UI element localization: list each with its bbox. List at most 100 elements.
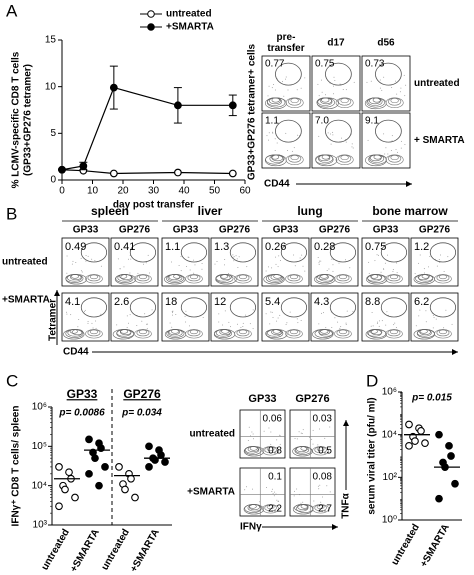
event-dot <box>249 323 251 325</box>
event-dot <box>419 309 421 311</box>
event-dot <box>267 266 269 268</box>
panel-label: D <box>366 371 378 390</box>
gate-value: 0.77 <box>265 59 285 70</box>
event-dot <box>223 264 225 266</box>
event-dot <box>272 316 274 318</box>
gate <box>429 297 457 318</box>
y-tick-label: 10⁴ <box>382 429 397 440</box>
y-tick-label: 0 <box>50 175 56 186</box>
event-dot <box>268 85 270 87</box>
event-dot <box>396 272 398 274</box>
event-dot <box>301 433 303 435</box>
event-dot <box>91 258 93 260</box>
event-dot <box>171 312 173 314</box>
event-dot <box>321 91 323 93</box>
x-tick-label: +SMARTA <box>68 527 101 574</box>
event-dot <box>436 265 438 267</box>
event-dot <box>284 78 286 80</box>
gate-value: 5.4 <box>265 296 280 308</box>
event-dot <box>324 437 326 439</box>
legend-marker <box>147 10 155 18</box>
event-dot <box>317 444 319 446</box>
event-dot <box>285 132 287 134</box>
contour <box>438 329 448 335</box>
y-tick-label: 10² <box>383 472 398 483</box>
contour <box>389 274 399 280</box>
event-dot <box>345 89 347 91</box>
event-dot <box>329 133 331 135</box>
gate <box>375 62 402 86</box>
event-dot <box>289 311 291 313</box>
event-dot <box>386 311 388 313</box>
row-label: + SMARTA <box>414 135 465 146</box>
gate-value: 12 <box>214 296 226 308</box>
event-dot <box>393 324 395 326</box>
contour <box>300 446 309 451</box>
row-label: untreated <box>2 257 48 268</box>
event-dot <box>418 315 420 317</box>
group-title: GP33 <box>67 387 98 401</box>
event-dot <box>435 318 437 320</box>
event-dot <box>379 79 381 81</box>
event-dot <box>272 131 274 133</box>
gate <box>229 242 257 263</box>
event-dot <box>299 257 301 259</box>
event-dot <box>185 310 187 312</box>
event-dot <box>294 437 296 439</box>
data-line <box>61 169 233 175</box>
gate-value: 1.1 <box>165 241 180 253</box>
event-dot <box>328 268 330 270</box>
event-dot <box>252 328 254 330</box>
event-dot <box>293 254 295 256</box>
event-dot <box>116 324 118 326</box>
event-dot <box>171 261 173 263</box>
contour <box>438 274 448 280</box>
event-dot <box>81 271 83 273</box>
event-dot <box>273 83 275 85</box>
event-dot <box>265 313 267 315</box>
event-dot <box>394 322 396 324</box>
event-dot <box>332 264 334 266</box>
event-dot <box>367 139 369 141</box>
x-axis-label: CD44 <box>264 179 290 190</box>
x-tick-label: 30 <box>148 186 160 197</box>
y-axis-label: GP33+GP276 tetramer+ cells <box>247 43 258 180</box>
gate-value: 0.49 <box>65 241 86 253</box>
quadrant-value: 2.2 <box>268 504 282 515</box>
event-dot <box>423 268 425 270</box>
event-dot <box>296 89 298 91</box>
contour <box>221 329 230 334</box>
event-dot <box>80 270 82 272</box>
event-dot <box>351 143 353 145</box>
event-dot <box>279 434 281 436</box>
gate <box>375 119 402 143</box>
quadrant-value: 0.8 <box>268 446 282 457</box>
event-dot <box>318 488 320 490</box>
event-dot <box>130 258 132 260</box>
contour <box>290 155 299 161</box>
y-axis-label: IFNγ⁺ CD8 T cells/ spleen <box>11 406 22 527</box>
event-dot <box>66 255 68 257</box>
event-dot <box>325 327 327 329</box>
contour <box>316 446 325 452</box>
group-header: liver <box>198 204 223 218</box>
event-dot <box>395 327 397 329</box>
event-dot <box>400 87 402 89</box>
event-dot <box>370 80 372 82</box>
gate <box>80 242 108 263</box>
contour <box>70 274 79 279</box>
event-dot <box>141 320 143 322</box>
data-point <box>145 442 153 451</box>
data-point <box>95 481 103 490</box>
column-header: d17 <box>327 38 345 49</box>
event-dot <box>232 254 234 256</box>
event-dot <box>318 135 320 137</box>
event-dot <box>271 267 273 269</box>
event-dot <box>271 490 273 492</box>
gate-value: 9.1 <box>365 116 379 127</box>
contour <box>390 98 399 104</box>
event-dot <box>151 309 153 311</box>
event-dot <box>322 312 324 314</box>
contour <box>249 446 258 451</box>
event-dot <box>338 262 340 264</box>
